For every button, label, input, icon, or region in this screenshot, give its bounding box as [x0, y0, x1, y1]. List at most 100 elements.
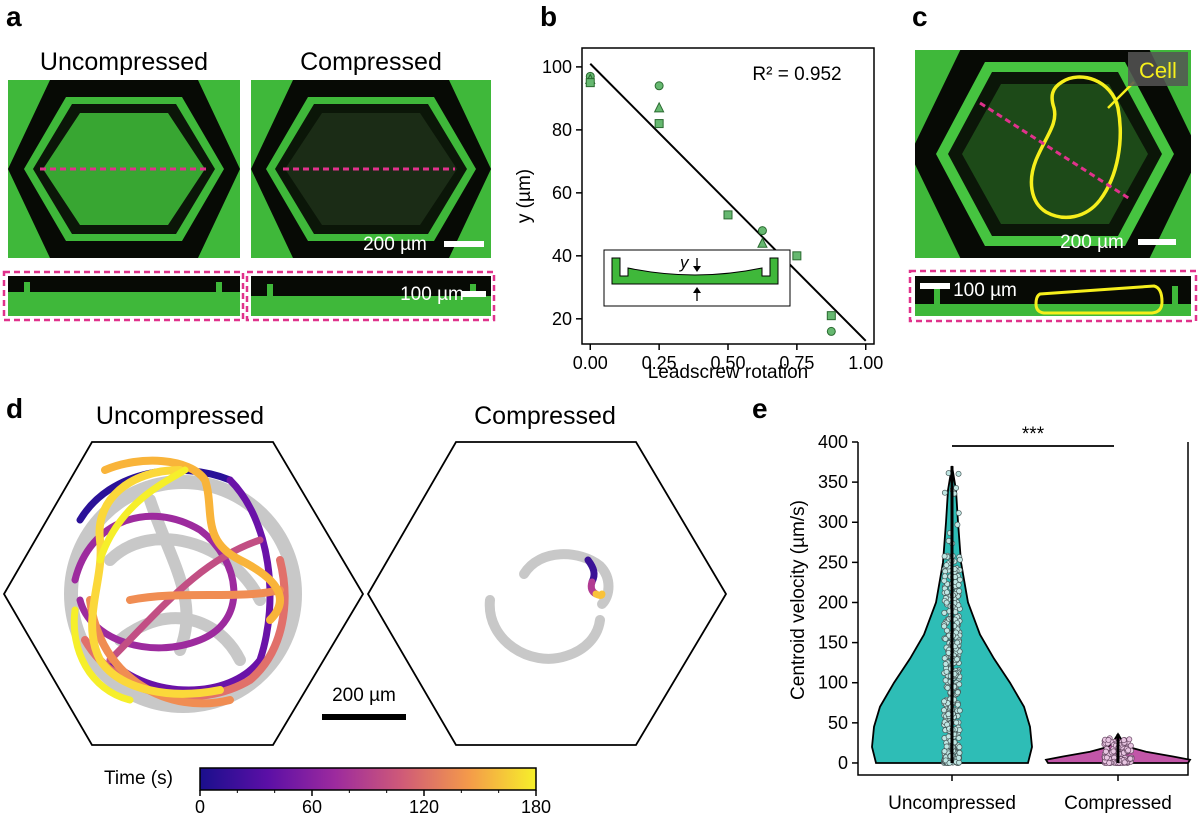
- plot-b-point-square: [585, 78, 595, 88]
- scalebar-a-top: [444, 241, 484, 247]
- scalebar-c-top: [1138, 239, 1176, 245]
- micrograph-cell: Cell 200 µm: [915, 50, 1191, 258]
- scalebar-d: [322, 714, 406, 720]
- violin-point-uncompressed: [955, 582, 962, 589]
- violin-point-compressed: [1127, 742, 1134, 749]
- violin-point-uncompressed: [956, 588, 963, 595]
- violin-point-uncompressed: [956, 556, 963, 563]
- panel-e-label: e: [752, 393, 768, 424]
- panel-d: d Uncompressed Compressed 200 µm: [2, 393, 728, 817]
- violin-point-compressed: [1127, 755, 1134, 762]
- violin-point-uncompressed: [943, 599, 950, 606]
- panel-e: e 0 50 100 150 200 250 300 350 400 Uncompressed Co…: [752, 393, 1192, 814]
- plot-b-point-square: [723, 210, 733, 220]
- panel-d-compressed-title: Compressed: [474, 402, 616, 430]
- plot-b-xtick-label: 0.25: [642, 353, 677, 373]
- panel-b-label: b: [540, 1, 557, 32]
- plot-e-xtick-label: Uncompressed: [888, 793, 1016, 814]
- plot-b-xtick-label: 1.00: [848, 353, 883, 373]
- plot-b-point-triangle: [757, 237, 768, 248]
- cell-label: Cell: [1139, 58, 1177, 83]
- plot-e-ytick-label: 0: [838, 753, 848, 773]
- violin-point-uncompressed: [941, 655, 948, 662]
- plot-b-point-circle: [654, 81, 664, 91]
- scalebar-a-bottom-label: 100 µm: [400, 284, 464, 305]
- significance-label: ***: [1022, 424, 1045, 445]
- violin-point-uncompressed: [956, 749, 963, 756]
- violin-point-uncompressed: [941, 707, 947, 714]
- panel-a: a Uncompressed Compressed 200 µm: [2, 1, 496, 322]
- plot-b-ytick-label: 60: [552, 183, 572, 203]
- violin-point-uncompressed: [942, 661, 949, 667]
- violin-point-uncompressed: [943, 562, 950, 569]
- plot-b-point-triangle: [653, 101, 665, 113]
- violin-point-uncompressed: [943, 668, 950, 675]
- plot-b-xtick-label: 0.50: [710, 353, 745, 373]
- colorbar-tick-label: 180: [521, 797, 551, 817]
- violin-point-uncompressed: [954, 639, 961, 646]
- violin-point-uncompressed: [944, 627, 950, 634]
- panel-d-uncompressed-title: Uncompressed: [96, 402, 264, 430]
- colorbar: [199, 767, 537, 791]
- colorbar-tick-label: 120: [409, 797, 439, 817]
- violin-point-uncompressed: [955, 510, 962, 516]
- plot-e-xtick-label: Compressed: [1064, 793, 1172, 814]
- micrograph-compressed: 200 µm: [251, 80, 491, 258]
- violin-point-uncompressed: [954, 656, 960, 663]
- violin-point-uncompressed: [942, 635, 949, 642]
- violin-point-uncompressed: [941, 698, 948, 705]
- colorbar-tick-label: 0: [195, 797, 205, 817]
- scalebar-a-bottom: [462, 291, 486, 297]
- scalebar-c-bottom: [920, 283, 950, 289]
- panel-a-compressed-title: Compressed: [300, 48, 442, 76]
- plot-b-point-square: [792, 251, 802, 261]
- colorbar-label: Time (s): [104, 768, 173, 789]
- violin-point-compressed: [1110, 748, 1117, 755]
- plot-b-fit: [589, 63, 867, 342]
- violin-point-uncompressed: [943, 589, 950, 596]
- violin-point-uncompressed: [941, 573, 948, 580]
- plot-e-ytick-label: 50: [828, 713, 848, 733]
- violin-point-uncompressed: [956, 744, 963, 751]
- plot-e-ytick-label: 200: [818, 592, 848, 612]
- plot-e: 0 50 100 150 200 250 300 350 400 Uncompressed Comp…: [818, 424, 1192, 814]
- cell-outline: [1029, 75, 1122, 220]
- violin-point-uncompressed: [941, 489, 948, 496]
- plot-b-point-circle: [826, 326, 836, 336]
- plot-b-annotation: R² = 0.952: [752, 64, 841, 85]
- plot-b-ytick-label: 40: [552, 246, 572, 266]
- violin-point-uncompressed: [945, 470, 952, 477]
- violin-point-compressed: [1103, 754, 1110, 761]
- violin-point-uncompressed: [945, 649, 952, 656]
- cross-section-cell: 100 µm: [908, 269, 1198, 323]
- plot-e-ytick-label: 150: [818, 633, 848, 653]
- violin-point-uncompressed: [954, 701, 961, 708]
- violin-point-uncompressed: [953, 485, 960, 491]
- panel-a-uncompressed-title: Uncompressed: [40, 48, 208, 76]
- plot-b-fit-line: [589, 63, 867, 342]
- plot-b-points: [584, 71, 836, 336]
- plot-b-ticks: 0.00 0.25 0.50 0.75 1.00 20 40 60 80 100: [542, 57, 883, 373]
- cell-cross-section-outline: [1034, 284, 1164, 315]
- scalebar-c-top-label: 200 µm: [1060, 232, 1124, 253]
- scalebar-a-top-label: 200 µm: [363, 234, 427, 255]
- violin-point-uncompressed: [955, 754, 962, 761]
- plot-e-ytick-label: 300: [818, 512, 848, 532]
- plot-b-point-circle: [757, 226, 767, 236]
- panel-c: c Cell 200 µm 100 µm: [908, 1, 1198, 323]
- violin-point-uncompressed: [952, 609, 959, 615]
- plot-e-frame: [857, 442, 1189, 776]
- plot-e-ytick-label: 100: [818, 673, 848, 693]
- plot-b-ytick-label: 20: [552, 309, 572, 329]
- scalebar-d-label: 200 µm: [332, 685, 396, 706]
- plot-b-ylabel: y (µm): [514, 169, 535, 223]
- violin-point-compressed: [1125, 747, 1132, 754]
- plot-b-xtick-label: 0.75: [779, 353, 814, 373]
- violin-point-compressed: [1120, 737, 1127, 744]
- plot-e-ytick-label: 400: [818, 432, 848, 452]
- violin-point-compressed: [1102, 748, 1109, 755]
- plot-b-point-square: [654, 119, 664, 129]
- violin-point-uncompressed: [945, 711, 952, 718]
- violin-point-uncompressed: [941, 623, 948, 630]
